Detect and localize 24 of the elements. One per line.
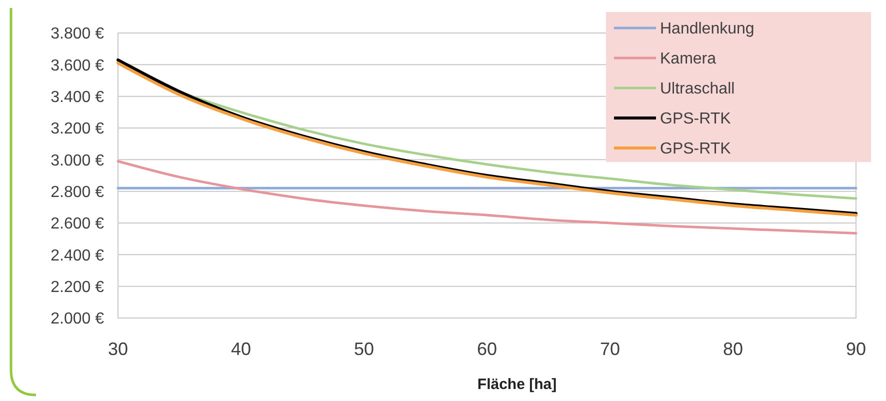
y-tick-label: 2.800 € (50, 184, 104, 201)
y-tick-label: 2.000 € (50, 310, 104, 328)
y-tick-label: 3.200 € (50, 120, 104, 138)
y-tick-label: 3.400 € (50, 88, 104, 106)
legend-label: Ultraschall (660, 80, 735, 98)
y-tick-label: 3.800 € (50, 26, 104, 43)
x-tick-label: 90 (846, 339, 866, 359)
y-tick-label: 2.200 € (50, 278, 104, 296)
line-series (116, 160, 858, 235)
x-tick-label: 80 (722, 339, 744, 359)
x-tick-label: 40 (230, 339, 252, 359)
x-tick-label: 50 (354, 339, 374, 359)
legend-label: GPS-RTK (660, 110, 732, 128)
y-tick-label: 2.400 € (50, 247, 104, 264)
legend-label: Handlenkung (660, 20, 754, 38)
x-tick-label: 70 (600, 339, 620, 359)
y-tick-label: 3.600 € (50, 57, 104, 74)
legend-label: GPS-RTK (660, 140, 732, 158)
y-tick-label: 2.600 € (50, 216, 104, 233)
x-tick-label: 30 (108, 339, 128, 359)
x-axis-title: Fläche [ha] (477, 376, 557, 393)
y-tick-label: 3.000 € (50, 152, 104, 170)
legend-label: Kamera (660, 50, 716, 68)
x-tick-label: 60 (476, 339, 498, 359)
